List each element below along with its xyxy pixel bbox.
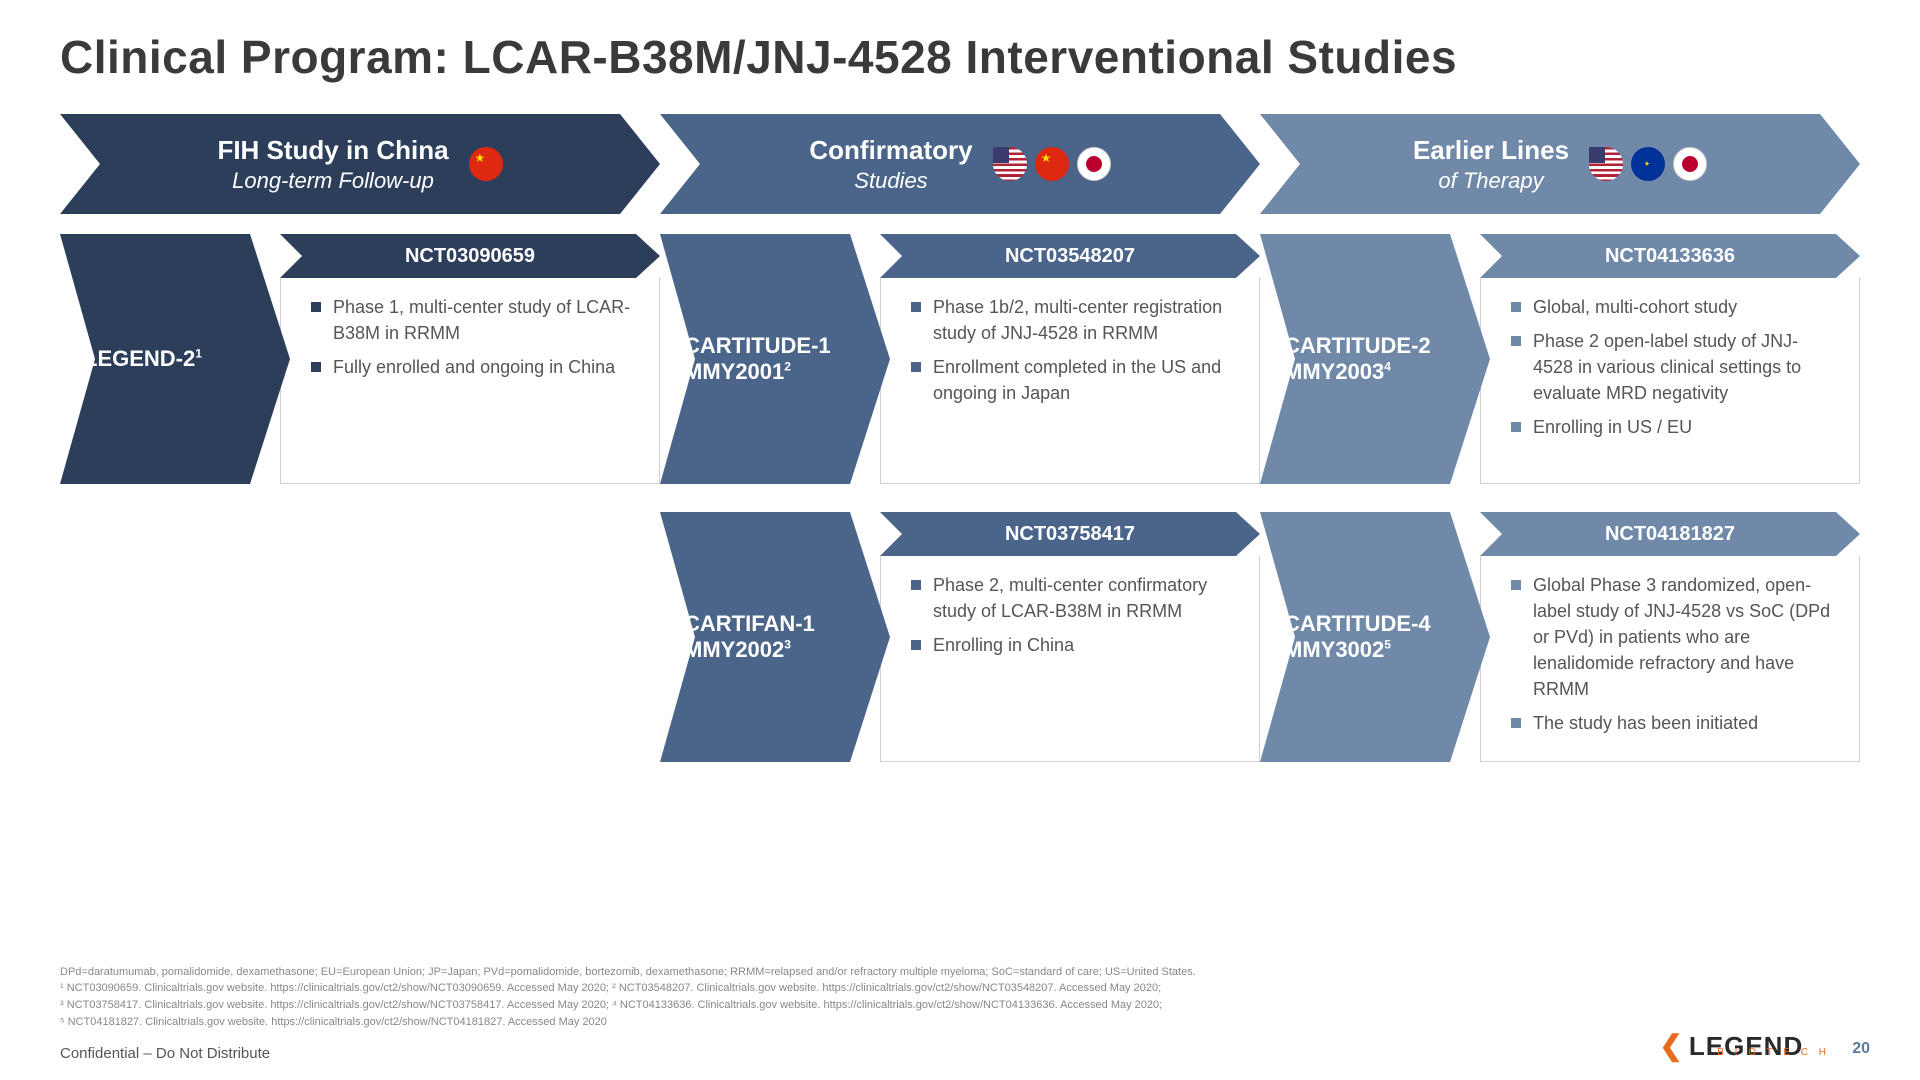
study-details: Global, multi-cohort study Phase 2 open-l… [1480, 278, 1860, 484]
nct-header: NCT03090659 [280, 234, 660, 278]
nct-header: NCT04133636 [1480, 234, 1860, 278]
study-label: LEGEND-21 [60, 234, 290, 484]
confidential-label: Confidential – Do Not Distribute [60, 1045, 270, 1062]
study-bullet: Phase 2 open-label study of JNJ-4528 in … [1511, 328, 1837, 406]
study-bullet: Enrollment completed in the US and ongoi… [911, 354, 1237, 406]
us-flag-icon [1589, 147, 1623, 181]
study-bullet: Phase 2, multi-center confirmatory study… [911, 572, 1237, 624]
china-flag-icon [469, 147, 503, 181]
top-header-line2: Long-term Follow-up [217, 167, 448, 195]
slide-title: Clinical Program: LCAR-B38M/JNJ-4528 Int… [60, 30, 1860, 84]
nct-header: NCT03548207 [880, 234, 1260, 278]
china-flag-icon [1035, 147, 1069, 181]
legend-biotech-logo: ❮ LEGEND B I O T E C H [1659, 1025, 1830, 1062]
japan-flag-icon [1077, 147, 1111, 181]
top-header-1: ConfirmatoryStudies [660, 114, 1260, 214]
study-label: CARTITUDE-1MMY20012 [660, 234, 890, 484]
study-bullet: The study has been initiated [1511, 710, 1837, 736]
footnote-line: DPd=daratumumab, pomalidomide, dexametha… [60, 965, 1620, 980]
study-label: CARTIFAN-1MMY20023 [660, 512, 890, 762]
japan-flag-icon [1673, 147, 1707, 181]
eu-flag-icon [1631, 147, 1665, 181]
top-header-line2: of Therapy [1413, 167, 1569, 195]
footnote-line: ¹ NCT03090659. Clinicaltrials.gov websit… [60, 981, 1620, 996]
top-header-2: Earlier Linesof Therapy [1260, 114, 1860, 214]
nct-header: NCT04181827 [1480, 512, 1860, 556]
study-bullet: Fully enrolled and ongoing in China [311, 354, 637, 380]
study-label: CARTITUDE-2MMY20034 [1260, 234, 1490, 484]
study-label: CARTITUDE-4MMY30025 [1260, 512, 1490, 762]
study-details: Global Phase 3 randomized, open-label st… [1480, 556, 1860, 762]
study-bullet: Enrolling in China [911, 632, 1237, 658]
top-header-line1: FIH Study in China [217, 134, 448, 167]
study-bullet: Phase 1b/2, multi-center registration st… [911, 294, 1237, 346]
footnote-line: ⁵ NCT04181827. Clinicaltrials.gov websit… [60, 1015, 1620, 1030]
study-rows: LEGEND-21NCT03090659 Phase 1, multi-cente… [60, 234, 1860, 762]
study-details: Phase 2, multi-center confirmatory study… [880, 556, 1260, 762]
study-bullet: Global, multi-cohort study [1511, 294, 1837, 320]
nct-header: NCT03758417 [880, 512, 1260, 556]
footnote-line: ³ NCT03758417. Clinicaltrials.gov websit… [60, 998, 1620, 1013]
top-header-row: FIH Study in ChinaLong-term Follow-upCon… [60, 114, 1860, 214]
us-flag-icon [993, 147, 1027, 181]
study-bullet: Enrolling in US / EU [1511, 414, 1837, 440]
footnotes: DPd=daratumumab, pomalidomide, dexametha… [60, 965, 1620, 1032]
top-header-line2: Studies [809, 167, 972, 195]
study-details: Phase 1, multi-center study of LCAR-B38M… [280, 278, 660, 484]
top-header-line1: Earlier Lines [1413, 134, 1569, 167]
study-bullet: Phase 1, multi-center study of LCAR-B38M… [311, 294, 637, 346]
page-number: 20 [1852, 1040, 1870, 1058]
top-header-line1: Confirmatory [809, 134, 972, 167]
top-header-0: FIH Study in ChinaLong-term Follow-up [60, 114, 660, 214]
study-bullet: Global Phase 3 randomized, open-label st… [1511, 572, 1837, 702]
study-details: Phase 1b/2, multi-center registration st… [880, 278, 1260, 484]
